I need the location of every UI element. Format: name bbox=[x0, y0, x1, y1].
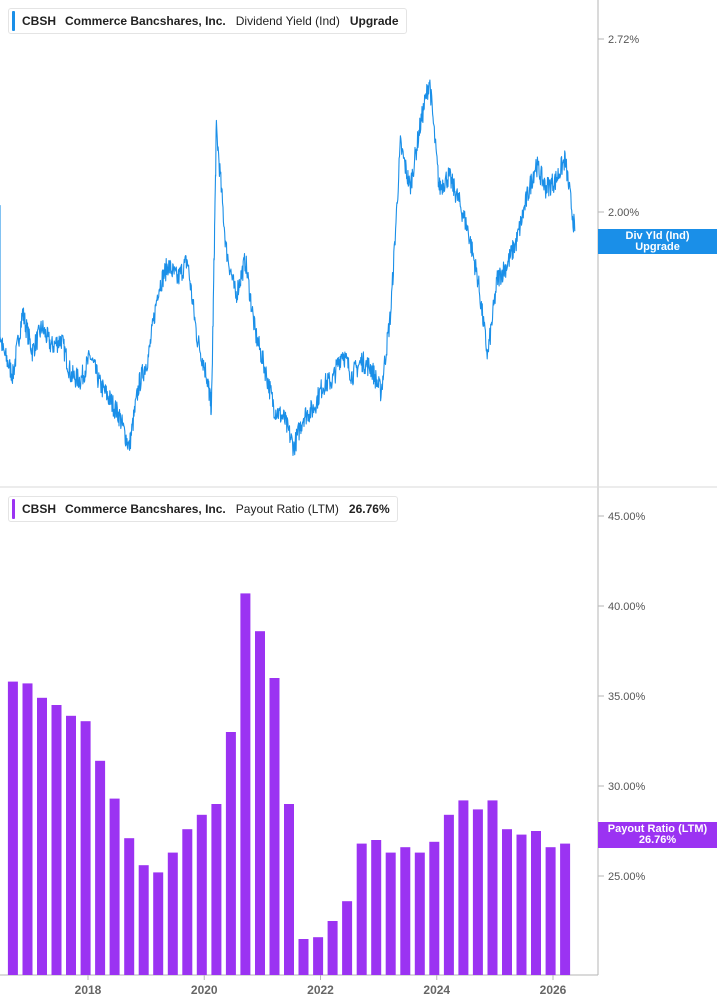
y-tick-label: 30.00% bbox=[608, 781, 646, 793]
upgrade-tag-text[interactable]: Upgrade bbox=[635, 240, 680, 253]
payout-ratio-bar bbox=[400, 847, 411, 975]
payout-ratio-bar bbox=[545, 847, 556, 975]
x-tick-label: 2020 bbox=[191, 983, 218, 997]
legend-color-swatch bbox=[12, 11, 15, 31]
payout-ratio-bar bbox=[356, 843, 367, 975]
payout-ratio-bar bbox=[531, 831, 541, 975]
payout-ratio-legend[interactable]: CBSH Commerce Bancshares, Inc. Payout Ra… bbox=[8, 496, 398, 522]
metric-name: Payout Ratio (LTM) bbox=[235, 502, 339, 516]
payout-ratio-bar bbox=[414, 852, 425, 975]
company-name: Commerce Bancshares, Inc. bbox=[65, 14, 226, 28]
payout-ratio-bar bbox=[560, 843, 571, 975]
payout-ratio-bar bbox=[298, 939, 309, 975]
payout-ratio-bar bbox=[167, 852, 178, 975]
payout-ratio-bar bbox=[182, 829, 193, 975]
payout-ratio-bar bbox=[240, 593, 251, 975]
x-tick-label: 2018 bbox=[75, 983, 102, 997]
payout-ratio-bar bbox=[313, 937, 324, 975]
payout-ratio-bar bbox=[342, 901, 353, 975]
dividend-yield-legend[interactable]: CBSH Commerce Bancshares, Inc. Dividend … bbox=[8, 8, 407, 34]
payout-ratio-bar bbox=[371, 840, 382, 975]
payout-ratio-bar bbox=[327, 921, 338, 975]
payout-ratio-bar bbox=[458, 800, 469, 975]
payout-ratio-bar bbox=[255, 631, 265, 975]
payout-ratio-bar bbox=[37, 697, 47, 975]
x-tick-label: 2024 bbox=[423, 983, 450, 997]
payout-ratio-bar bbox=[502, 829, 512, 975]
y-tick-label: 2.00% bbox=[608, 207, 639, 219]
payout-ratio-bar bbox=[124, 838, 135, 975]
payout-ratio-bar bbox=[80, 721, 91, 975]
payout-ratio-bar bbox=[269, 678, 280, 975]
payout-ratio-bar bbox=[443, 814, 454, 975]
payout-ratio-bar bbox=[66, 715, 76, 975]
dividend-yield-line bbox=[0, 79, 576, 457]
tag-value: 26.76% bbox=[638, 834, 677, 846]
y-tick-label: 2.72% bbox=[608, 34, 639, 46]
payout-ratio-bar bbox=[284, 804, 294, 975]
payout-ratio-bar bbox=[429, 841, 440, 975]
ticker-symbol: CBSH bbox=[22, 502, 57, 516]
dividend-yield-value-tag[interactable]: Div Yld (Ind) Upgrade bbox=[598, 229, 717, 254]
payout-ratio-bar bbox=[51, 705, 62, 975]
latest-value: 26.76% bbox=[348, 502, 390, 516]
tag-label: Div Yld (Ind) bbox=[625, 229, 690, 242]
y-tick-label: 35.00% bbox=[608, 691, 646, 703]
y-tick-label: 40.00% bbox=[608, 601, 646, 613]
payout-ratio-bar bbox=[225, 732, 236, 975]
metric-name: Dividend Yield (Ind) bbox=[235, 14, 340, 28]
payout-ratio-bar bbox=[472, 809, 483, 975]
y-tick-label: 45.00% bbox=[608, 511, 646, 523]
payout-ratio-bar bbox=[385, 852, 396, 975]
y-tick-label: 25.00% bbox=[608, 871, 646, 883]
payout-ratio-bar bbox=[109, 798, 120, 975]
legend-color-swatch bbox=[12, 499, 15, 519]
payout-ratio-bar bbox=[7, 681, 18, 975]
x-tick-label: 2022 bbox=[307, 983, 334, 997]
x-tick-label: 2026 bbox=[540, 983, 567, 997]
payout-ratio-bar bbox=[95, 760, 106, 975]
payout-ratio-bar bbox=[138, 865, 149, 975]
ticker-symbol: CBSH bbox=[22, 14, 57, 28]
tag-label: Payout Ratio (LTM) bbox=[607, 823, 708, 835]
payout-ratio-bar bbox=[22, 683, 33, 975]
payout-ratio-bar bbox=[196, 814, 207, 975]
upgrade-link[interactable]: Upgrade bbox=[349, 14, 399, 28]
company-name: Commerce Bancshares, Inc. bbox=[65, 502, 226, 516]
payout-ratio-value-tag: Payout Ratio (LTM) 26.76% bbox=[598, 822, 717, 848]
payout-ratio-bar bbox=[211, 804, 222, 975]
payout-ratio-bar bbox=[487, 800, 498, 975]
payout-ratio-bar bbox=[516, 834, 527, 975]
payout-ratio-bar bbox=[153, 872, 164, 975]
